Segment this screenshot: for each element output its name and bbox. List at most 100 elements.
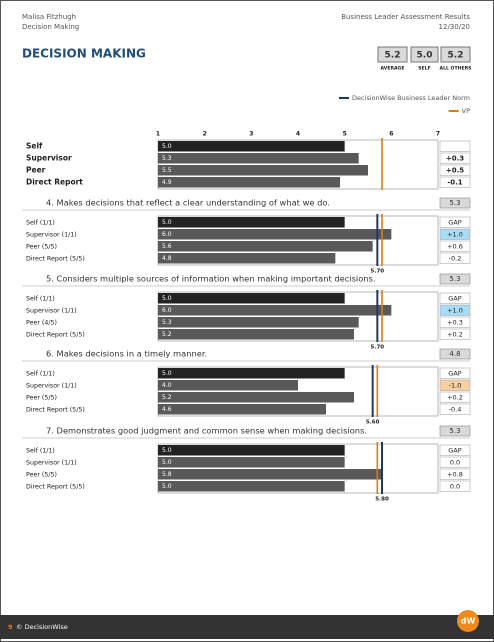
scale-tick-label: 3 xyxy=(249,131,253,138)
header-report: Business Leader Assessment Results xyxy=(341,13,470,21)
bar-value: 4.9 xyxy=(162,179,172,186)
gap-value: -0.2 xyxy=(449,255,462,263)
row-label: Direct Report (5/5) xyxy=(26,332,85,339)
score-bar xyxy=(158,177,340,188)
score-bar xyxy=(158,217,345,228)
bar-value: 5.5 xyxy=(162,167,172,174)
row-label: Direct Report xyxy=(26,178,83,187)
score-bar xyxy=(158,317,359,328)
legend-label: VP xyxy=(462,107,470,115)
score-bar xyxy=(158,141,345,152)
item-score: 5.3 xyxy=(449,199,460,207)
score-label: ALL OTHERS xyxy=(440,66,472,72)
score-label: SELF xyxy=(418,66,431,72)
bar-value: 4.8 xyxy=(162,255,172,262)
row-label: Peer xyxy=(26,166,46,175)
row-label: Supervisor (1/1) xyxy=(26,232,77,239)
score-value: 5.2 xyxy=(385,51,401,61)
score-label: AVERAGE xyxy=(381,66,405,72)
item-score-box xyxy=(439,348,471,360)
gap-box xyxy=(439,316,471,328)
gap-box xyxy=(439,304,471,316)
gap-value: +0.3 xyxy=(447,319,463,327)
bar-value: 6.0 xyxy=(162,307,172,314)
score-bar xyxy=(158,293,345,304)
logo-text: dW xyxy=(461,617,476,626)
score-bar xyxy=(158,380,298,391)
row-label: Peer (5/5) xyxy=(26,395,57,402)
row-label: Supervisor (1/1) xyxy=(26,308,77,315)
gap-value: +1.0 xyxy=(447,231,463,239)
gap-box xyxy=(439,176,471,188)
gap-value: GAP xyxy=(448,447,461,455)
gap-value: -0.1 xyxy=(447,179,462,187)
gap-value: +0.6 xyxy=(447,243,463,251)
score-bar xyxy=(158,329,354,340)
gap-box xyxy=(439,403,471,415)
scale-tick-label: 7 xyxy=(436,131,440,138)
score-box xyxy=(440,46,471,63)
gap-value: -0.4 xyxy=(449,406,462,414)
bar-value: 5.0 xyxy=(162,370,172,377)
norm-label: 5.80 xyxy=(375,497,389,503)
bar-value: 5.0 xyxy=(162,219,172,226)
footer-copyright: © DecisionWise xyxy=(16,623,68,631)
scale-tick-label: 1 xyxy=(156,131,160,138)
row-label: Supervisor xyxy=(26,154,72,163)
gap-value: +0.2 xyxy=(447,331,463,339)
item-score-box xyxy=(439,273,471,285)
header-section: Decision Making xyxy=(22,23,79,31)
gap-value: +0.2 xyxy=(447,394,463,402)
gap-box xyxy=(439,164,471,176)
row-label: Self (1/1) xyxy=(26,296,55,303)
gap-value: +1.0 xyxy=(447,307,463,315)
score-bar xyxy=(158,368,345,379)
bar-value: 6.0 xyxy=(162,231,172,238)
score-bar xyxy=(158,392,354,403)
gap-box xyxy=(439,228,471,240)
row-label: Peer (5/5) xyxy=(26,472,57,479)
gap-value: -1.0 xyxy=(449,382,462,390)
score-bar xyxy=(158,469,382,480)
item-score-box xyxy=(439,425,471,437)
score-bar xyxy=(158,404,326,415)
page-title: DECISION MAKING xyxy=(22,47,146,61)
item-title: 5. Considers multiple sources of informa… xyxy=(46,274,376,284)
item-score: 5.3 xyxy=(449,275,460,283)
gap-value: GAP xyxy=(448,295,461,303)
gap-box xyxy=(439,379,471,391)
score-bar xyxy=(158,229,392,240)
bar-value: 4.0 xyxy=(162,382,172,389)
bar-value: 5.2 xyxy=(162,331,172,338)
row-label: Self xyxy=(26,142,43,151)
item-title: 6. Makes decisions in a timely manner. xyxy=(46,349,207,359)
logo xyxy=(457,610,479,632)
gap-box xyxy=(439,391,471,403)
norm-label: 5.70 xyxy=(371,269,385,275)
row-label: Direct Report (5/5) xyxy=(26,407,85,414)
bar-value: 5.3 xyxy=(162,155,172,162)
bar-value: 4.6 xyxy=(162,406,172,413)
gap-value: +0.5 xyxy=(446,167,464,175)
scale-tick-label: 2 xyxy=(203,131,207,138)
item-score-box xyxy=(439,197,471,209)
row-label: Peer (5/5) xyxy=(26,244,57,251)
bar-value: 5.0 xyxy=(162,447,172,454)
gap-box xyxy=(439,240,471,252)
item-title: 4. Makes decisions that reflect a clear … xyxy=(46,198,330,208)
score-bar xyxy=(158,241,373,252)
score-box xyxy=(410,46,439,63)
gap-box xyxy=(439,468,471,480)
gap-value: +0.3 xyxy=(446,155,464,163)
score-bar xyxy=(158,253,336,264)
gap-box xyxy=(439,480,471,492)
score-bar xyxy=(158,165,368,176)
bar-value: 5.2 xyxy=(162,394,172,401)
header-date: 12/30/20 xyxy=(439,23,470,31)
row-label: Self (1/1) xyxy=(26,448,55,455)
row-label: Direct Report (5/5) xyxy=(26,256,85,263)
gap-value: 0.0 xyxy=(450,459,460,467)
row-label: Direct Report (5/5) xyxy=(26,484,85,491)
gap-value: +0.8 xyxy=(447,471,463,479)
